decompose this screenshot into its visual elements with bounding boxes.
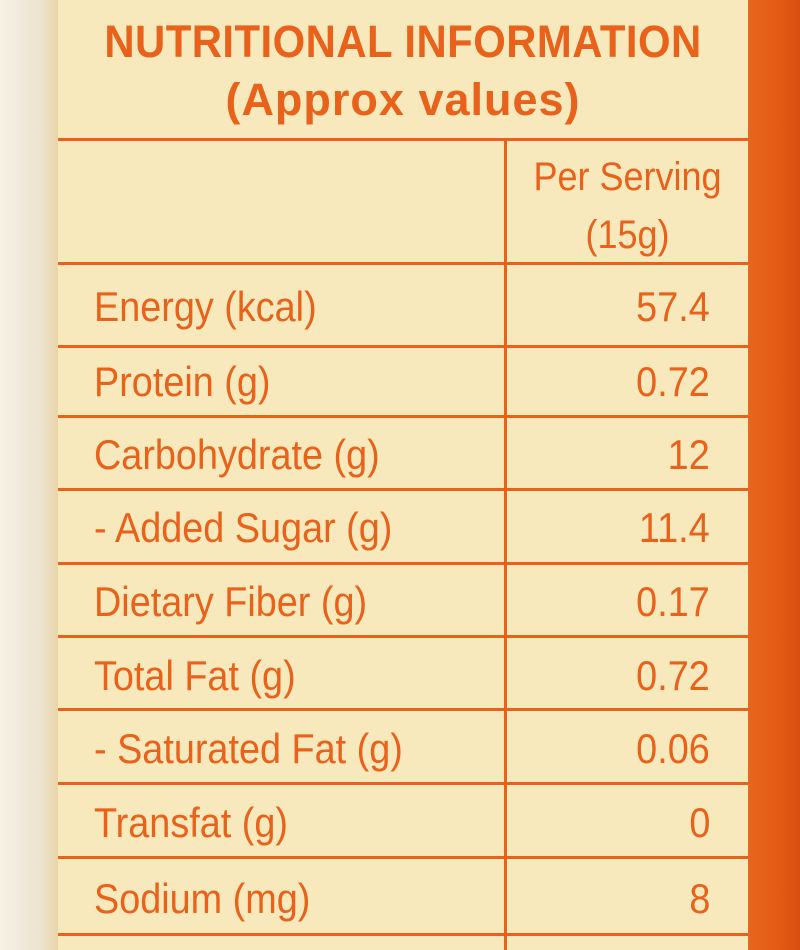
row-divider <box>58 708 748 711</box>
table-bottom-border <box>58 933 748 936</box>
header-divider <box>58 262 748 265</box>
table-row: Carbohydrate (g) 12 <box>58 419 748 491</box>
table-row: Protein (g) 0.72 <box>58 346 748 418</box>
nutrient-label: Sodium (mg) <box>94 875 311 922</box>
per-serving-header: Per Serving (15g) <box>519 148 736 264</box>
nutrition-table: Per Serving (15g) Energy (kcal) 57.4 Pro… <box>58 138 748 950</box>
nutrient-value: 8 <box>688 875 710 922</box>
row-divider <box>58 856 748 859</box>
row-divider <box>58 415 748 418</box>
row-divider <box>58 562 748 565</box>
table-top-border <box>58 138 748 141</box>
nutrient-label: Dietary Fiber (g) <box>94 578 368 625</box>
table-row: Transfat (g) 0 <box>58 787 748 859</box>
nutrient-value: 0 <box>688 799 710 846</box>
row-divider <box>58 345 748 348</box>
nutrition-header: NUTRITIONAL INFORMATION (Approx values) <box>58 0 748 140</box>
table-row: Energy (kcal) 57.4 <box>58 271 748 343</box>
row-divider <box>58 635 748 638</box>
package-left-edge <box>0 0 58 950</box>
per-serving-label: Per Serving <box>533 155 722 199</box>
nutrient-label: Total Fat (g) <box>94 652 296 699</box>
nutrient-label: Carbohydrate (g) <box>94 431 380 478</box>
table-row: - Saturated Fat (g) 0.06 <box>58 713 748 785</box>
serving-size-label: (15g) <box>585 213 670 257</box>
nutrient-value: 57.4 <box>636 283 710 330</box>
nutrient-label: - Saturated Fat (g) <box>94 725 403 772</box>
nutrition-label-panel: NUTRITIONAL INFORMATION (Approx values) … <box>58 0 748 950</box>
nutrient-value: 11.4 <box>639 504 710 551</box>
nutrient-value: 0.17 <box>636 578 710 625</box>
nutrient-label: - Added Sugar (g) <box>94 504 393 551</box>
nutrient-value: 0.06 <box>636 725 710 772</box>
nutrient-label: Protein (g) <box>94 358 271 405</box>
row-divider <box>58 488 748 491</box>
nutrient-value: 12 <box>667 431 710 478</box>
nutrient-value: 0.72 <box>636 652 710 699</box>
nutrient-value: 0.72 <box>636 358 710 405</box>
table-column-divider <box>504 138 507 950</box>
row-divider <box>58 782 748 785</box>
table-row: - Added Sugar (g) 11.4 <box>58 492 748 564</box>
table-row: Dietary Fiber (g) 0.17 <box>58 566 748 638</box>
table-row: Total Fat (g) 0.72 <box>58 640 748 712</box>
table-row: Sodium (mg) 8 <box>58 863 748 935</box>
package-right-edge <box>748 0 800 950</box>
nutrient-label: Energy (kcal) <box>94 283 317 330</box>
nutrition-subtitle: (Approx values) <box>225 74 581 125</box>
nutrition-title: NUTRITIONAL INFORMATION <box>104 16 702 67</box>
nutrient-label: Transfat (g) <box>94 799 288 846</box>
